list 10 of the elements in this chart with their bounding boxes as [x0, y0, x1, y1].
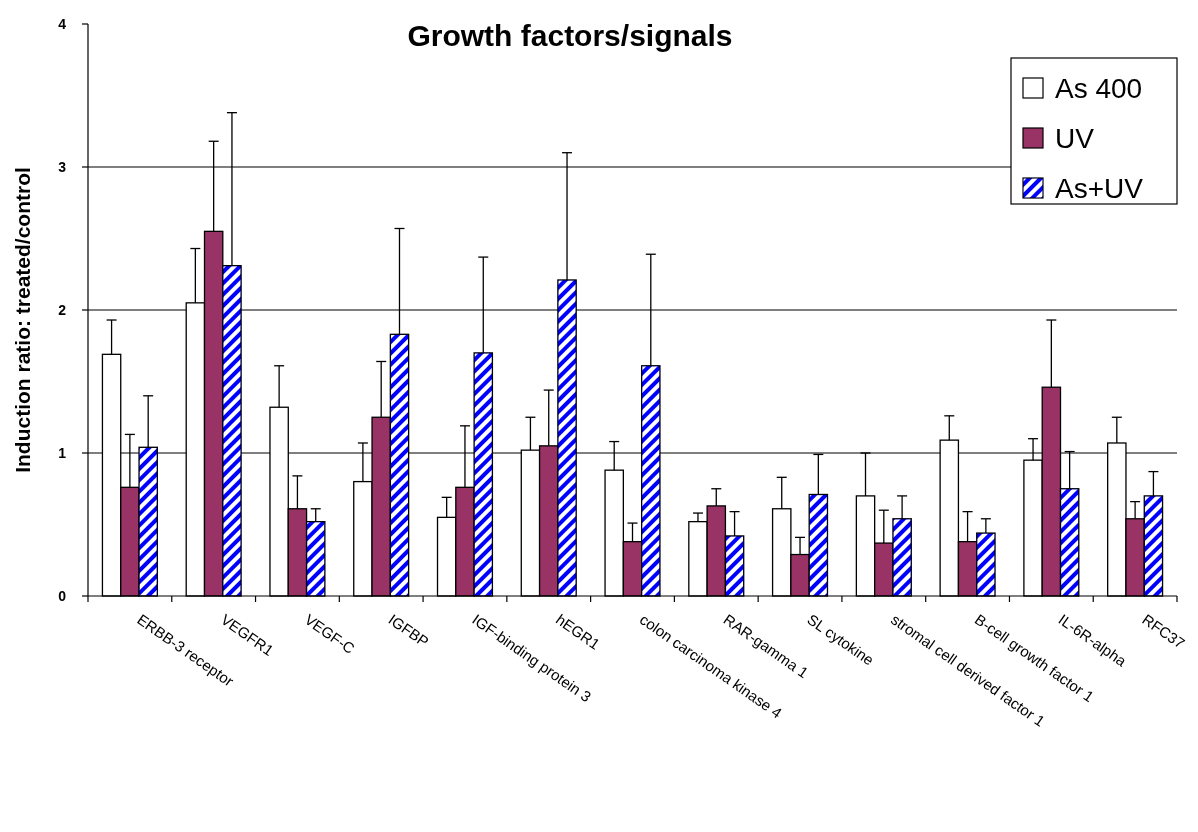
y-axis-title: Induction ratio: treated/control	[11, 167, 34, 473]
y-tick-label: 1	[58, 444, 67, 461]
chart-title: Growth factors/signals	[407, 19, 733, 52]
legend-label: As+UV	[1055, 172, 1144, 204]
legend-label: As 400	[1055, 72, 1143, 104]
y-tick-label: 3	[58, 158, 67, 175]
y-tick-label: 2	[58, 301, 67, 318]
legend-label: UV	[1055, 122, 1095, 154]
y-tick-label: 4	[58, 15, 67, 32]
y-tick-label: 0	[58, 587, 67, 604]
